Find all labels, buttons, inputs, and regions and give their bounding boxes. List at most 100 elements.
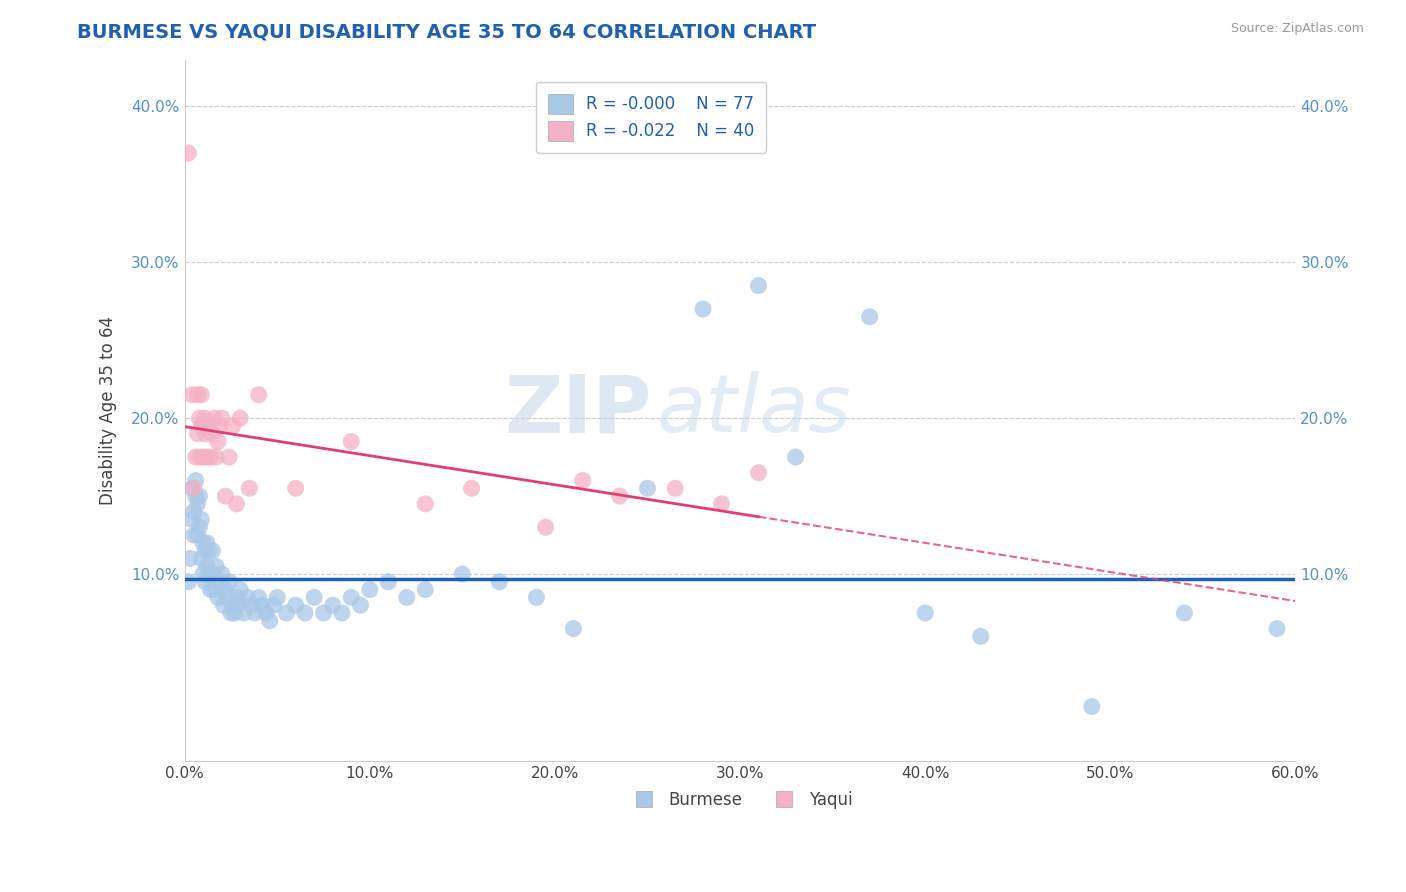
Point <box>222 598 245 612</box>
Point <box>187 388 209 402</box>
Point <box>183 528 205 542</box>
Point <box>195 559 218 574</box>
Point <box>179 551 201 566</box>
Text: Source: ZipAtlas.com: Source: ZipAtlas.com <box>1230 22 1364 36</box>
Point <box>247 388 270 402</box>
Point <box>194 574 217 589</box>
Point <box>664 481 686 495</box>
Point <box>190 418 212 433</box>
Text: ZIP: ZIP <box>503 371 651 450</box>
Point <box>637 481 659 495</box>
Point <box>451 567 474 582</box>
Point <box>377 574 399 589</box>
Point <box>177 146 200 161</box>
Point <box>488 574 510 589</box>
Point <box>785 450 807 464</box>
Point <box>340 591 363 605</box>
Point <box>562 622 585 636</box>
Point <box>194 426 217 441</box>
Point <box>201 543 224 558</box>
Point <box>184 474 207 488</box>
Point <box>609 489 631 503</box>
Point <box>395 591 418 605</box>
Point <box>970 629 993 643</box>
Text: BURMESE VS YAQUI DISABILITY AGE 35 TO 64 CORRELATION CHART: BURMESE VS YAQUI DISABILITY AGE 35 TO 64… <box>77 22 817 41</box>
Point <box>191 450 214 464</box>
Point <box>340 434 363 449</box>
Point <box>184 450 207 464</box>
Point <box>524 591 547 605</box>
Point <box>247 591 270 605</box>
Point <box>202 582 225 597</box>
Point <box>183 505 205 519</box>
Point <box>194 411 217 425</box>
Point <box>238 481 260 495</box>
Point <box>177 574 200 589</box>
Point <box>218 450 240 464</box>
Point <box>191 536 214 550</box>
Point <box>197 567 219 582</box>
Point <box>222 418 245 433</box>
Point <box>191 418 214 433</box>
Point <box>240 598 263 612</box>
Point <box>413 582 436 597</box>
Point <box>284 598 307 612</box>
Point <box>184 489 207 503</box>
Point <box>692 301 714 316</box>
Point <box>187 426 209 441</box>
Point <box>187 528 209 542</box>
Point <box>197 418 219 433</box>
Point <box>181 512 204 526</box>
Point <box>710 497 733 511</box>
Point <box>413 497 436 511</box>
Point <box>229 582 252 597</box>
Point <box>194 543 217 558</box>
Point <box>252 598 274 612</box>
Point <box>914 606 936 620</box>
Point <box>571 474 593 488</box>
Point <box>181 388 204 402</box>
Point <box>322 598 344 612</box>
Point <box>207 591 229 605</box>
Point <box>200 450 222 464</box>
Point <box>201 426 224 441</box>
Point <box>263 598 285 612</box>
Point <box>205 559 228 574</box>
Point <box>276 606 298 620</box>
Point <box>183 481 205 495</box>
Point <box>214 489 236 503</box>
Point <box>359 582 381 597</box>
Point <box>191 567 214 582</box>
Point <box>1081 699 1104 714</box>
Point <box>188 450 211 464</box>
Point <box>190 388 212 402</box>
Point <box>302 591 325 605</box>
Point <box>1173 606 1195 620</box>
Point <box>218 574 240 589</box>
Point <box>211 411 233 425</box>
Point <box>748 278 770 293</box>
Point <box>188 411 211 425</box>
Point <box>190 551 212 566</box>
Point <box>259 614 281 628</box>
Point <box>187 497 209 511</box>
Point <box>460 481 482 495</box>
Point <box>200 582 222 597</box>
Y-axis label: Disability Age 35 to 64: Disability Age 35 to 64 <box>100 316 117 505</box>
Point <box>208 574 231 589</box>
Point <box>201 567 224 582</box>
Point <box>226 598 249 612</box>
Text: atlas: atlas <box>657 371 851 450</box>
Point <box>181 481 204 495</box>
Point <box>859 310 882 324</box>
Point <box>236 591 259 605</box>
Point <box>224 606 246 620</box>
Point <box>312 606 335 620</box>
Point <box>208 418 231 433</box>
Point <box>188 520 211 534</box>
Point <box>219 606 242 620</box>
Point <box>188 489 211 503</box>
Point <box>232 606 254 620</box>
Legend: Burmese, Yaqui: Burmese, Yaqui <box>620 785 859 816</box>
Point <box>225 591 247 605</box>
